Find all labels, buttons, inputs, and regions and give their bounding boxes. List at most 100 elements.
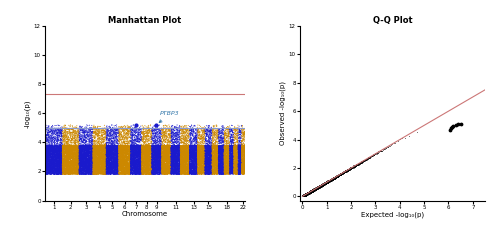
Point	[308, 189, 316, 193]
Point	[174, 164, 182, 168]
Point	[122, 146, 130, 150]
Point	[340, 170, 348, 174]
Point	[212, 157, 220, 161]
Point	[313, 185, 321, 189]
Point	[338, 172, 346, 175]
Point	[316, 185, 324, 189]
Point	[314, 186, 322, 190]
Point	[121, 168, 129, 171]
Point	[300, 193, 308, 197]
Point	[316, 186, 324, 190]
Point	[64, 171, 72, 174]
Point	[332, 175, 340, 178]
Point	[314, 185, 322, 189]
Point	[308, 189, 316, 192]
Point	[87, 157, 95, 161]
Point	[306, 190, 314, 194]
Point	[84, 155, 92, 158]
Point	[82, 165, 90, 169]
Point	[220, 130, 228, 133]
Point	[298, 194, 306, 198]
Point	[238, 166, 246, 170]
Point	[309, 188, 317, 192]
Point	[302, 192, 310, 196]
Point	[203, 135, 211, 139]
Point	[58, 131, 66, 135]
Point	[308, 190, 316, 193]
Point	[300, 194, 308, 198]
Point	[86, 167, 94, 171]
Point	[73, 148, 81, 151]
Point	[302, 193, 310, 196]
Point	[174, 144, 182, 148]
Point	[299, 194, 307, 198]
Point	[87, 152, 95, 156]
Point	[298, 194, 306, 198]
Point	[194, 127, 202, 131]
Point	[310, 187, 318, 191]
Point	[306, 189, 314, 193]
Point	[127, 156, 135, 160]
Point	[160, 155, 168, 158]
Point	[86, 145, 94, 149]
Point	[51, 144, 59, 148]
Point	[44, 164, 52, 168]
Point	[312, 186, 320, 190]
Point	[146, 173, 154, 176]
Point	[65, 131, 73, 135]
Point	[300, 194, 308, 197]
Point	[144, 145, 152, 148]
Point	[348, 166, 356, 169]
Point	[306, 190, 314, 194]
Point	[120, 163, 128, 166]
Point	[311, 187, 319, 191]
Point	[212, 147, 220, 151]
Point	[178, 151, 186, 155]
Point	[133, 146, 141, 150]
Point	[298, 194, 306, 198]
Point	[298, 194, 306, 198]
Point	[198, 155, 206, 158]
Point	[304, 191, 312, 195]
Point	[316, 184, 324, 188]
Point	[310, 188, 318, 192]
Point	[72, 151, 80, 154]
Point	[318, 183, 326, 187]
Point	[154, 136, 162, 140]
Point	[314, 185, 322, 189]
Point	[230, 160, 238, 164]
Point	[188, 168, 196, 172]
Point	[300, 194, 308, 198]
Point	[314, 185, 322, 189]
Point	[68, 164, 76, 168]
Point	[324, 180, 332, 183]
Point	[302, 193, 310, 197]
Point	[318, 183, 326, 187]
Point	[306, 190, 314, 194]
Point	[160, 155, 168, 158]
Point	[308, 189, 316, 192]
Point	[106, 146, 114, 150]
Point	[300, 194, 308, 198]
Point	[310, 188, 318, 192]
Point	[307, 189, 315, 193]
Point	[239, 165, 247, 169]
Point	[313, 186, 321, 190]
Point	[150, 167, 158, 170]
Point	[182, 159, 190, 163]
Point	[304, 192, 312, 195]
Point	[224, 145, 232, 149]
Point	[300, 193, 308, 196]
Point	[218, 165, 226, 169]
Point	[302, 194, 310, 198]
Point	[124, 148, 132, 152]
Point	[154, 156, 162, 159]
Point	[122, 154, 130, 158]
Point	[311, 188, 319, 191]
Point	[304, 191, 312, 195]
Point	[316, 184, 324, 188]
Point	[302, 193, 310, 196]
Point	[301, 193, 309, 197]
Point	[57, 128, 65, 132]
Point	[308, 189, 316, 193]
